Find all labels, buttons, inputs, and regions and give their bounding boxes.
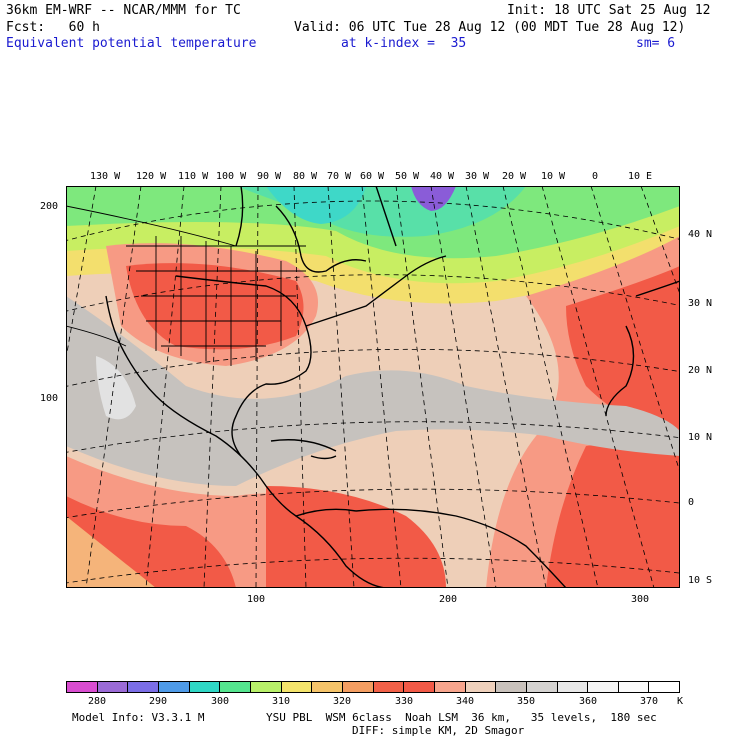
lon-label-60w: 60 W: [360, 171, 385, 182]
lon-label-20w: 20 W: [502, 171, 527, 182]
lat-label-20n: 20 N: [688, 365, 713, 376]
colorbar-label-330: 330: [394, 696, 414, 707]
colorbar-swatch: [250, 682, 282, 692]
lon-label-70w: 70 W: [327, 171, 352, 182]
colorbar-swatch: [312, 682, 343, 692]
colorbar-swatch: [342, 682, 374, 692]
colorbar-label-350: 350: [516, 696, 536, 707]
map-graphic: [66, 186, 680, 588]
grid-x-label-300: 300: [631, 594, 650, 605]
lon-label-120w: 120 W: [136, 171, 167, 182]
smoothing-info: sm= 6: [636, 36, 676, 51]
grid-x-label-200: 200: [439, 594, 458, 605]
forecast-hour: Fcst: 60 h: [6, 20, 100, 35]
colorbar-swatch: [281, 682, 313, 692]
map-frame: [66, 186, 680, 588]
colorbar-swatch: [434, 682, 466, 692]
colorbar-label-300: 300: [210, 696, 230, 707]
colorbar-swatch: [526, 682, 558, 692]
model-info: Model Info: V3.3.1 M: [72, 711, 205, 724]
colorbar-swatch: [588, 682, 619, 692]
lon-label-100w: 100 W: [216, 171, 247, 182]
colorbar-swatch: [67, 682, 98, 692]
colorbar-swatch: [189, 682, 221, 692]
colorbar-label-320: 320: [332, 696, 352, 707]
colorbar-label-280: 280: [87, 696, 107, 707]
lon-label-130w: 130 W: [90, 171, 121, 182]
lat-label-30n: 30 N: [688, 298, 713, 309]
colorbar-swatch: [158, 682, 190, 692]
colorbar-label-290: 290: [148, 696, 168, 707]
grid-y-label-100: 100: [40, 393, 59, 404]
lon-label-80w: 80 W: [293, 171, 318, 182]
lat-label-0: 0: [688, 497, 695, 508]
colorbar-swatch: [465, 682, 497, 692]
colorbar-swatch: [557, 682, 589, 692]
lat-label-10n: 10 N: [688, 432, 713, 443]
lon-label-90w: 90 W: [257, 171, 282, 182]
diffusion-info: DIFF: simple KM, 2D Smagor: [352, 724, 525, 737]
colorbar-label-360: 360: [578, 696, 598, 707]
field-name: Equivalent potential temperature: [6, 36, 257, 51]
lon-label-110w: 110 W: [178, 171, 209, 182]
valid-time: Valid: 06 UTC Tue 28 Aug 12 (00 MDT Tue …: [294, 20, 686, 35]
lon-label-10w: 10 W: [541, 171, 566, 182]
grid-x-label-100: 100: [247, 594, 266, 605]
colorbar-swatch: [97, 682, 129, 692]
colorbar-swatch: [220, 682, 251, 692]
colorbar-swatch: [128, 682, 159, 692]
colorbar-swatch: [496, 682, 527, 692]
level-info: at k-index = 35: [341, 36, 467, 51]
colorbar-label-310: 310: [271, 696, 291, 707]
colorbar-unit: K: [676, 696, 684, 707]
colorbar-swatch: [373, 682, 405, 692]
grid-y-label-200: 200: [40, 201, 59, 212]
lon-label-40w: 40 W: [430, 171, 455, 182]
colorbar-swatch: [649, 682, 680, 692]
colorbar-label-340: 340: [455, 696, 475, 707]
lon-label-30w: 30 W: [465, 171, 490, 182]
init-time: Init: 18 UTC Sat 25 Aug 12: [507, 3, 711, 18]
lat-label-10s: 10 S: [688, 575, 713, 586]
lat-label-40n: 40 N: [688, 229, 713, 240]
colorbar-swatch: [618, 682, 650, 692]
lon-label-10e: 10 E: [628, 171, 653, 182]
equivalent-potential-temperature-map: [66, 186, 680, 588]
lon-label-50w: 50 W: [395, 171, 420, 182]
model-title: 36km EM-WRF -- NCAR/MMM for TC: [6, 3, 241, 18]
physics-info: YSU PBL WSM 6class Noah LSM 36 km, 35 le…: [266, 711, 657, 724]
colorbar-label-370: 370: [639, 696, 659, 707]
color-scale-bar: [66, 681, 680, 693]
colorbar-swatch: [404, 682, 435, 692]
lon-label-0: 0: [592, 171, 599, 182]
